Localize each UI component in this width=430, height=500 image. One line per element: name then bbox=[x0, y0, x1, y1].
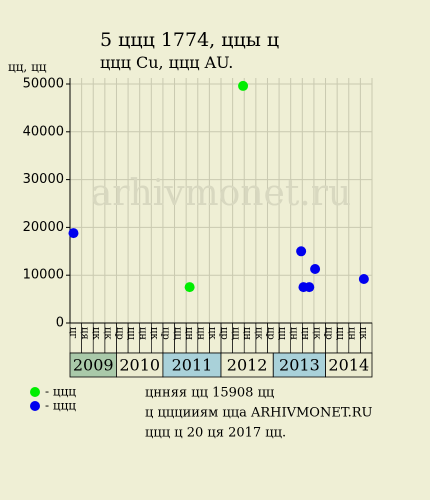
note: цнняя цц 15908 цц bbox=[145, 386, 274, 401]
legend-swatch bbox=[30, 387, 40, 397]
legend-label: - ццц bbox=[45, 385, 76, 399]
point bbox=[238, 80, 249, 91]
legend-label: - ццц bbox=[45, 399, 76, 413]
x-tick-label: цн bbox=[242, 327, 253, 340]
x-tick-label: цг bbox=[67, 327, 78, 339]
x-tick-label: цн bbox=[346, 327, 357, 340]
x-tick-label: цк bbox=[102, 327, 113, 340]
x-tick-label: цц bbox=[276, 327, 287, 340]
x-tick-label: цр bbox=[160, 327, 171, 340]
watermark: arhivmonet.ru bbox=[91, 173, 351, 214]
year-label: 2010 bbox=[119, 356, 160, 375]
x-tick-label: цц bbox=[230, 327, 241, 340]
x-tick-label: ця bbox=[79, 327, 90, 340]
point bbox=[68, 228, 79, 239]
x-tick-label: цк bbox=[311, 327, 322, 340]
y-tick-label: 10000 bbox=[23, 268, 64, 283]
note: ц цццииям цца ARHIVMONET.RU bbox=[145, 406, 372, 421]
year-band bbox=[220, 352, 274, 378]
legend-swatch bbox=[30, 401, 40, 411]
y-tick-label: 50000 bbox=[23, 77, 64, 92]
year-band bbox=[272, 352, 326, 378]
point bbox=[184, 282, 195, 293]
point bbox=[358, 274, 369, 285]
chart-subtitle: ццц Cu, ццц AU. bbox=[100, 53, 233, 72]
year-band bbox=[325, 352, 373, 378]
year-label: 2013 bbox=[279, 356, 320, 375]
x-tick-label: цр bbox=[265, 327, 276, 340]
x-tick-label: цк bbox=[253, 327, 264, 340]
x-tick-label: цк bbox=[149, 327, 160, 340]
year-band bbox=[116, 352, 164, 378]
y-tick-label: 40000 bbox=[23, 124, 64, 139]
x-tick-label: цц bbox=[172, 327, 183, 340]
note: ццц ц 20 ця 2017 цц. bbox=[145, 426, 286, 441]
point bbox=[296, 246, 307, 257]
x-tick-label: цн bbox=[288, 327, 299, 340]
x-tick-label: цц bbox=[125, 327, 136, 340]
year-label: 2014 bbox=[328, 356, 369, 375]
x-tick-label: цр bbox=[323, 327, 334, 340]
y-axis-label: цц, цц bbox=[8, 60, 47, 74]
year-band bbox=[69, 352, 117, 378]
year-band bbox=[162, 352, 222, 378]
x-tick-label: цк bbox=[207, 327, 218, 340]
point bbox=[310, 263, 321, 274]
y-tick-label: 30000 bbox=[23, 172, 64, 187]
x-tick-label: цр bbox=[114, 327, 125, 340]
y-tick-label: 20000 bbox=[23, 220, 64, 235]
x-tick-label: цк bbox=[91, 327, 102, 340]
x-tick-label: цн bbox=[195, 327, 206, 340]
x-tick-label: цн bbox=[183, 327, 194, 340]
x-tick-label: цк bbox=[358, 327, 369, 340]
year-label: 2011 bbox=[172, 356, 213, 375]
y-tick-label: 0 bbox=[56, 316, 64, 331]
x-tick-label: цн bbox=[300, 327, 311, 340]
x-tick-label: цц bbox=[334, 327, 345, 340]
year-label: 2009 bbox=[73, 356, 114, 375]
x-tick-label: цн bbox=[137, 327, 148, 340]
point bbox=[304, 282, 315, 293]
year-label: 2012 bbox=[227, 356, 268, 375]
chart-title: 5 ццц 1774, ццы ц bbox=[100, 29, 279, 51]
x-tick-label: цр bbox=[218, 327, 229, 340]
